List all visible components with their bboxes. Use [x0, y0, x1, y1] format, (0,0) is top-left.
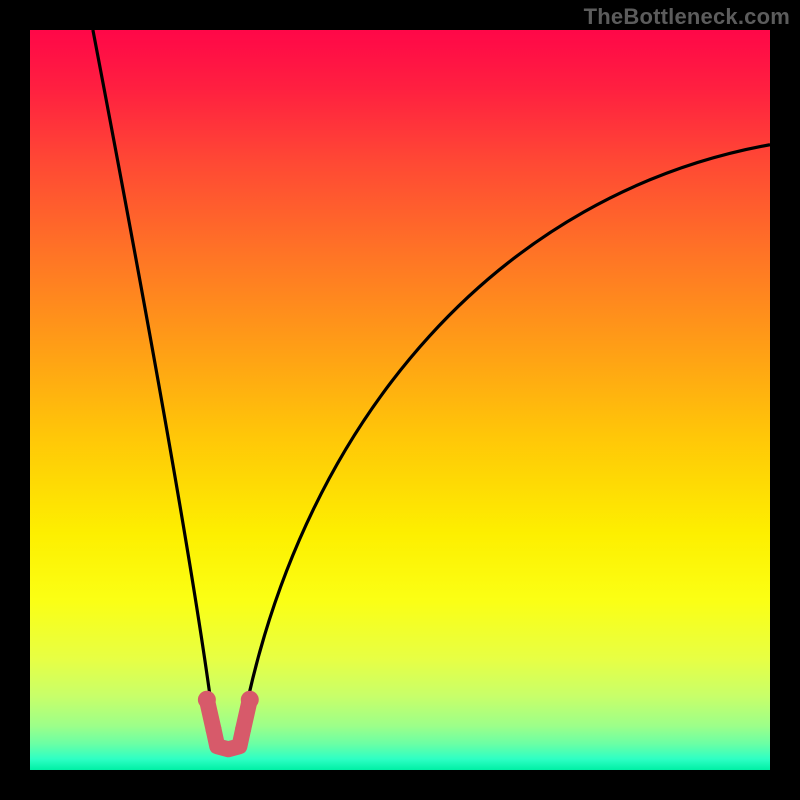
bottleneck-curve-right [243, 145, 770, 722]
valley-marker-dot [198, 691, 216, 709]
valley-marker-dot [206, 721, 222, 737]
curve-layer [30, 30, 770, 770]
valley-marker-dot [235, 721, 251, 737]
valley-marker-dot [241, 691, 259, 709]
plot-area [30, 30, 770, 770]
bottleneck-curve-left [93, 30, 214, 722]
chart-frame: TheBottleneck.com [0, 0, 800, 800]
watermark-text: TheBottleneck.com [584, 4, 790, 30]
